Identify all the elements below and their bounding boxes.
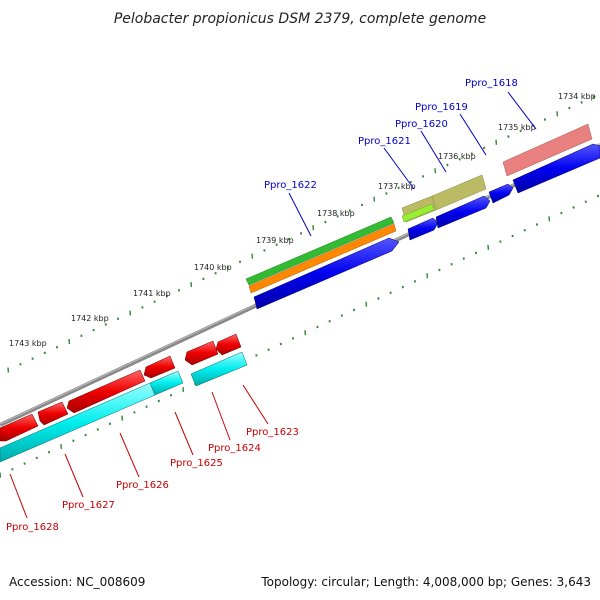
gene-track-olive <box>431 174 487 211</box>
gene-ppro-1619[interactable] <box>488 183 514 204</box>
topology-text: Topology: circular; Length: 4,008,000 bp… <box>260 575 591 589</box>
kbp-label-1737: 1737 kbp <box>378 182 416 191</box>
kbp-label-1739: 1739 kbp <box>256 236 294 245</box>
kbp-label-1743: 1743 kbp <box>9 339 47 348</box>
map-title: Pelobacter propionicus DSM 2379, complet… <box>114 11 486 27</box>
kbp-scale: 1734 kbp 1735 kbp 1736 kbp 1737 kbp 1738… <box>9 92 596 348</box>
gene-cyan-1623[interactable] <box>190 351 248 387</box>
gene-leader-lines <box>9 91 537 519</box>
gene-track-lime <box>401 203 435 223</box>
gene-ppro-1620[interactable] <box>435 195 491 229</box>
gene-label-ppro-1619[interactable]: Ppro_1619 <box>415 102 468 113</box>
feature-tracks-top <box>245 123 593 294</box>
gene-red-1627[interactable] <box>66 369 146 414</box>
bottom-gene-labels: Ppro_1623 Ppro_1624 Ppro_1625 Ppro_1626 … <box>6 427 299 533</box>
inner-tick-track <box>0 194 600 478</box>
gene-label-ppro-1623[interactable]: Ppro_1623 <box>246 427 299 438</box>
gene-label-ppro-1625[interactable]: Ppro_1625 <box>170 458 223 469</box>
gene-red-1627a[interactable] <box>37 401 69 426</box>
gene-label-ppro-1618[interactable]: Ppro_1618 <box>465 78 518 89</box>
kbp-label-1736: 1736 kbp <box>438 152 476 161</box>
accession-text: Accession: NC_008609 <box>9 575 145 589</box>
kbp-label-1741: 1741 kbp <box>133 289 171 298</box>
gene-track-pink <box>502 123 593 177</box>
kbp-label-1738: 1738 kbp <box>317 209 355 218</box>
gene-ppro-1618[interactable] <box>512 143 600 194</box>
reverse-strand-genes <box>0 333 242 442</box>
kbp-label-1735: 1735 kbp <box>498 123 536 132</box>
gene-label-ppro-1627[interactable]: Ppro_1627 <box>62 500 115 511</box>
forward-strand-genes <box>253 143 600 310</box>
kbp-label-1740: 1740 kbp <box>194 263 232 272</box>
gene-cyan-1625[interactable] <box>149 370 184 396</box>
gene-ppro-1622[interactable] <box>253 237 400 310</box>
gene-ppro-1621[interactable] <box>407 217 439 241</box>
kbp-label-1734: 1734 kbp <box>558 92 596 101</box>
cyan-genes <box>0 351 248 463</box>
gene-red-1626[interactable] <box>143 355 176 379</box>
gene-label-ppro-1621[interactable]: Ppro_1621 <box>358 136 411 147</box>
gene-red-1625[interactable] <box>184 340 219 366</box>
kbp-label-1742: 1742 kbp <box>71 314 109 323</box>
gene-track-orange <box>248 223 397 294</box>
gene-label-ppro-1626[interactable]: Ppro_1626 <box>116 480 169 491</box>
outer-tick-track <box>7 95 595 373</box>
gene-label-ppro-1624[interactable]: Ppro_1624 <box>208 443 261 454</box>
top-gene-labels: Ppro_1618 Ppro_1619 Ppro_1620 Ppro_1621 … <box>264 78 518 191</box>
gene-label-ppro-1628[interactable]: Ppro_1628 <box>6 522 59 533</box>
gene-label-ppro-1622[interactable]: Ppro_1622 <box>264 180 317 191</box>
gene-red-1628[interactable] <box>0 413 39 442</box>
gene-track-green <box>245 216 395 286</box>
gene-red-1624[interactable] <box>215 333 242 356</box>
gene-label-ppro-1620[interactable]: Ppro_1620 <box>395 119 448 130</box>
